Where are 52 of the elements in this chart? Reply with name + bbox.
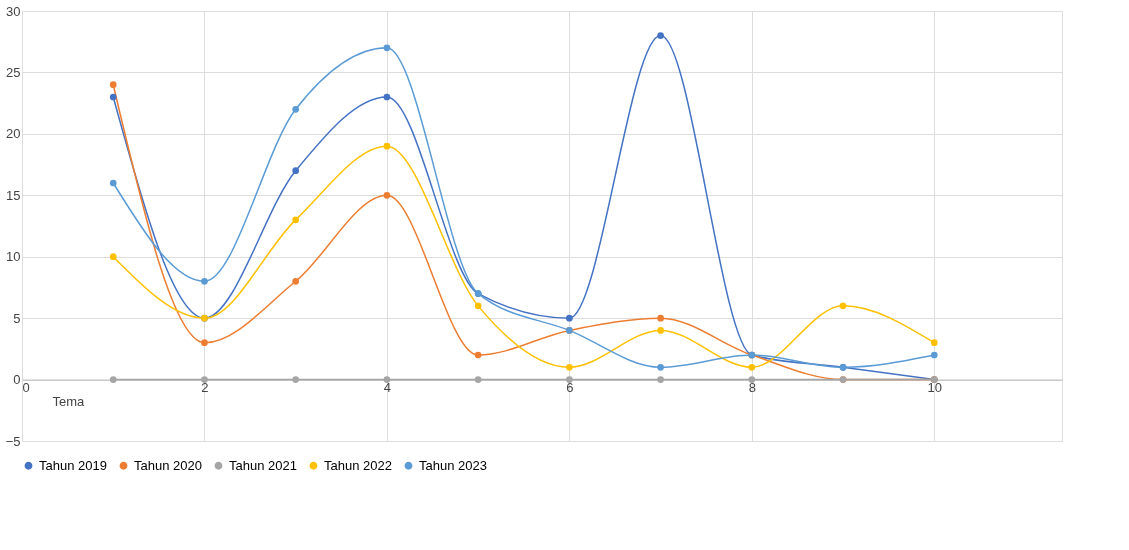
point — [292, 376, 300, 383]
point — [383, 376, 391, 383]
x-tick-label: 4 — [383, 380, 392, 396]
y-tick-label: −5 — [5, 433, 21, 449]
point — [748, 363, 756, 371]
point — [109, 81, 117, 89]
point — [292, 216, 300, 224]
point — [566, 363, 573, 371]
point — [109, 253, 117, 261]
x-tick-label: 6 — [566, 380, 574, 396]
y-tick-label: 20 — [6, 126, 21, 142]
x-tick-label: 2 — [201, 380, 209, 396]
point — [748, 376, 756, 383]
point — [566, 376, 573, 383]
legend-label: Tahun 2020 — [134, 457, 202, 473]
point — [292, 167, 300, 175]
y-tick-label: 15 — [6, 187, 21, 203]
y-tick-label: 30 — [6, 3, 21, 19]
point — [292, 105, 300, 113]
y-tick-label: 25 — [6, 64, 21, 80]
point — [109, 179, 117, 187]
x-axis-title: Tema — [52, 394, 86, 410]
point — [930, 339, 938, 347]
point — [383, 44, 391, 52]
legend-label: Tahun 2022 — [324, 457, 392, 473]
point — [930, 351, 938, 359]
point — [201, 339, 208, 347]
point — [474, 376, 482, 383]
point — [657, 376, 664, 383]
y-tick-label: 5 — [13, 310, 21, 326]
y-tick-label: 10 — [6, 249, 21, 265]
point — [566, 314, 573, 322]
point — [657, 327, 664, 334]
point — [201, 376, 208, 383]
point — [201, 277, 208, 285]
x-tick-label: 10 — [927, 380, 943, 396]
legend-label: Tahun 2023 — [419, 457, 487, 473]
point — [109, 376, 117, 383]
point — [839, 302, 847, 310]
point — [383, 93, 391, 101]
point — [109, 93, 117, 101]
point — [383, 191, 391, 199]
point — [383, 142, 391, 150]
x-tick-label: 8 — [748, 380, 756, 396]
legend-label: Tahun 2021 — [229, 457, 297, 473]
point — [657, 363, 664, 371]
point — [657, 314, 664, 322]
point — [657, 32, 664, 39]
point — [292, 277, 300, 285]
legend-label: Tahun 2019 — [39, 457, 107, 473]
point — [474, 302, 482, 310]
point — [474, 351, 482, 359]
